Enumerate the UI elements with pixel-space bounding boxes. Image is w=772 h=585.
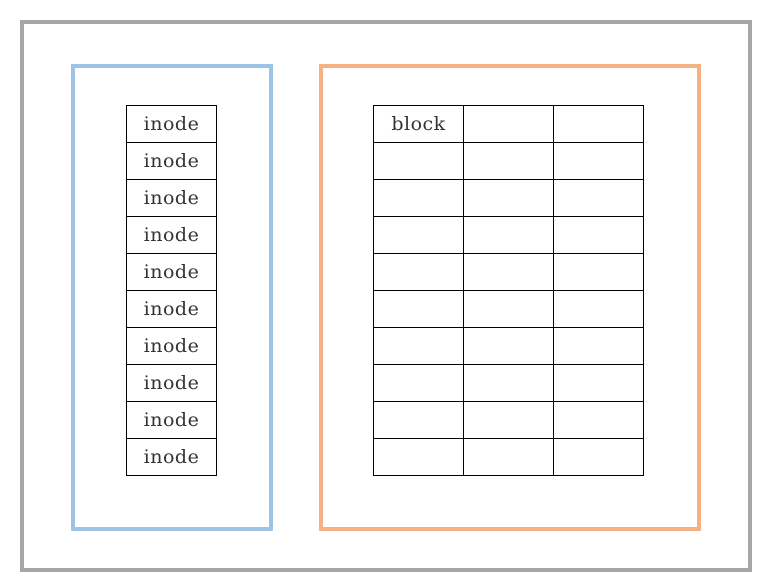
- inode-cell: inode: [126, 142, 217, 180]
- block-row: [373, 290, 644, 328]
- block-table: block: [373, 105, 644, 476]
- block-row: [373, 438, 644, 476]
- block-cell: [373, 438, 464, 476]
- block-cell: [463, 142, 554, 180]
- block-row: [373, 142, 644, 180]
- inode-cell: inode: [126, 438, 217, 476]
- block-cell: [463, 327, 554, 365]
- inode-cell: inode: [126, 364, 217, 402]
- block-region: [319, 64, 701, 531]
- block-row: [373, 179, 644, 217]
- block-cell: [373, 179, 464, 217]
- inode-row: inode: [126, 327, 217, 365]
- block-cell: [463, 253, 554, 291]
- block-cell: block: [373, 105, 464, 143]
- block-cell: [553, 216, 644, 254]
- inode-row: inode: [126, 142, 217, 180]
- block-cell: [373, 253, 464, 291]
- inode-row: inode: [126, 179, 217, 217]
- inode-row: inode: [126, 216, 217, 254]
- block-cell: [463, 216, 554, 254]
- inode-row: inode: [126, 253, 217, 291]
- block-row: block: [373, 105, 644, 143]
- block-row: [373, 327, 644, 365]
- inode-row: inode: [126, 105, 217, 143]
- block-cell: [373, 290, 464, 328]
- block-row: [373, 364, 644, 402]
- inode-cell: inode: [126, 105, 217, 143]
- block-cell: [373, 401, 464, 439]
- inode-cell: inode: [126, 290, 217, 328]
- block-cell: [373, 142, 464, 180]
- block-cell: [553, 438, 644, 476]
- block-cell: [463, 438, 554, 476]
- inode-cell: inode: [126, 253, 217, 291]
- block-cell: [463, 290, 554, 328]
- block-cell: [553, 364, 644, 402]
- block-cell: [553, 142, 644, 180]
- inode-row: inode: [126, 364, 217, 402]
- block-cell: [373, 216, 464, 254]
- block-cell: [463, 364, 554, 402]
- block-cell: [373, 327, 464, 365]
- block-cell: [553, 253, 644, 291]
- inode-row: inode: [126, 438, 217, 476]
- block-cell: [373, 364, 464, 402]
- inode-region: [71, 64, 273, 531]
- block-row: [373, 401, 644, 439]
- block-row: [373, 253, 644, 291]
- inode-table: inode inode inode inode inode inode inode inode…: [126, 105, 217, 476]
- outer-frame: [20, 20, 752, 572]
- inode-row: inode: [126, 401, 217, 439]
- block-cell: [463, 401, 554, 439]
- block-cell: [553, 105, 644, 143]
- block-cell: [553, 290, 644, 328]
- inode-cell: inode: [126, 216, 217, 254]
- block-row: [373, 216, 644, 254]
- block-cell: [463, 179, 554, 217]
- inode-cell: inode: [126, 401, 217, 439]
- block-cell: [553, 179, 644, 217]
- inode-cell: inode: [126, 179, 217, 217]
- block-cell: [553, 327, 644, 365]
- block-cell: [463, 105, 554, 143]
- block-cell: [553, 401, 644, 439]
- inode-cell: inode: [126, 327, 217, 365]
- inode-row: inode: [126, 290, 217, 328]
